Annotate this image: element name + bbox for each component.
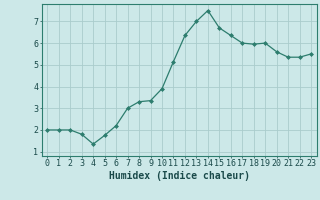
X-axis label: Humidex (Indice chaleur): Humidex (Indice chaleur) [109, 171, 250, 181]
